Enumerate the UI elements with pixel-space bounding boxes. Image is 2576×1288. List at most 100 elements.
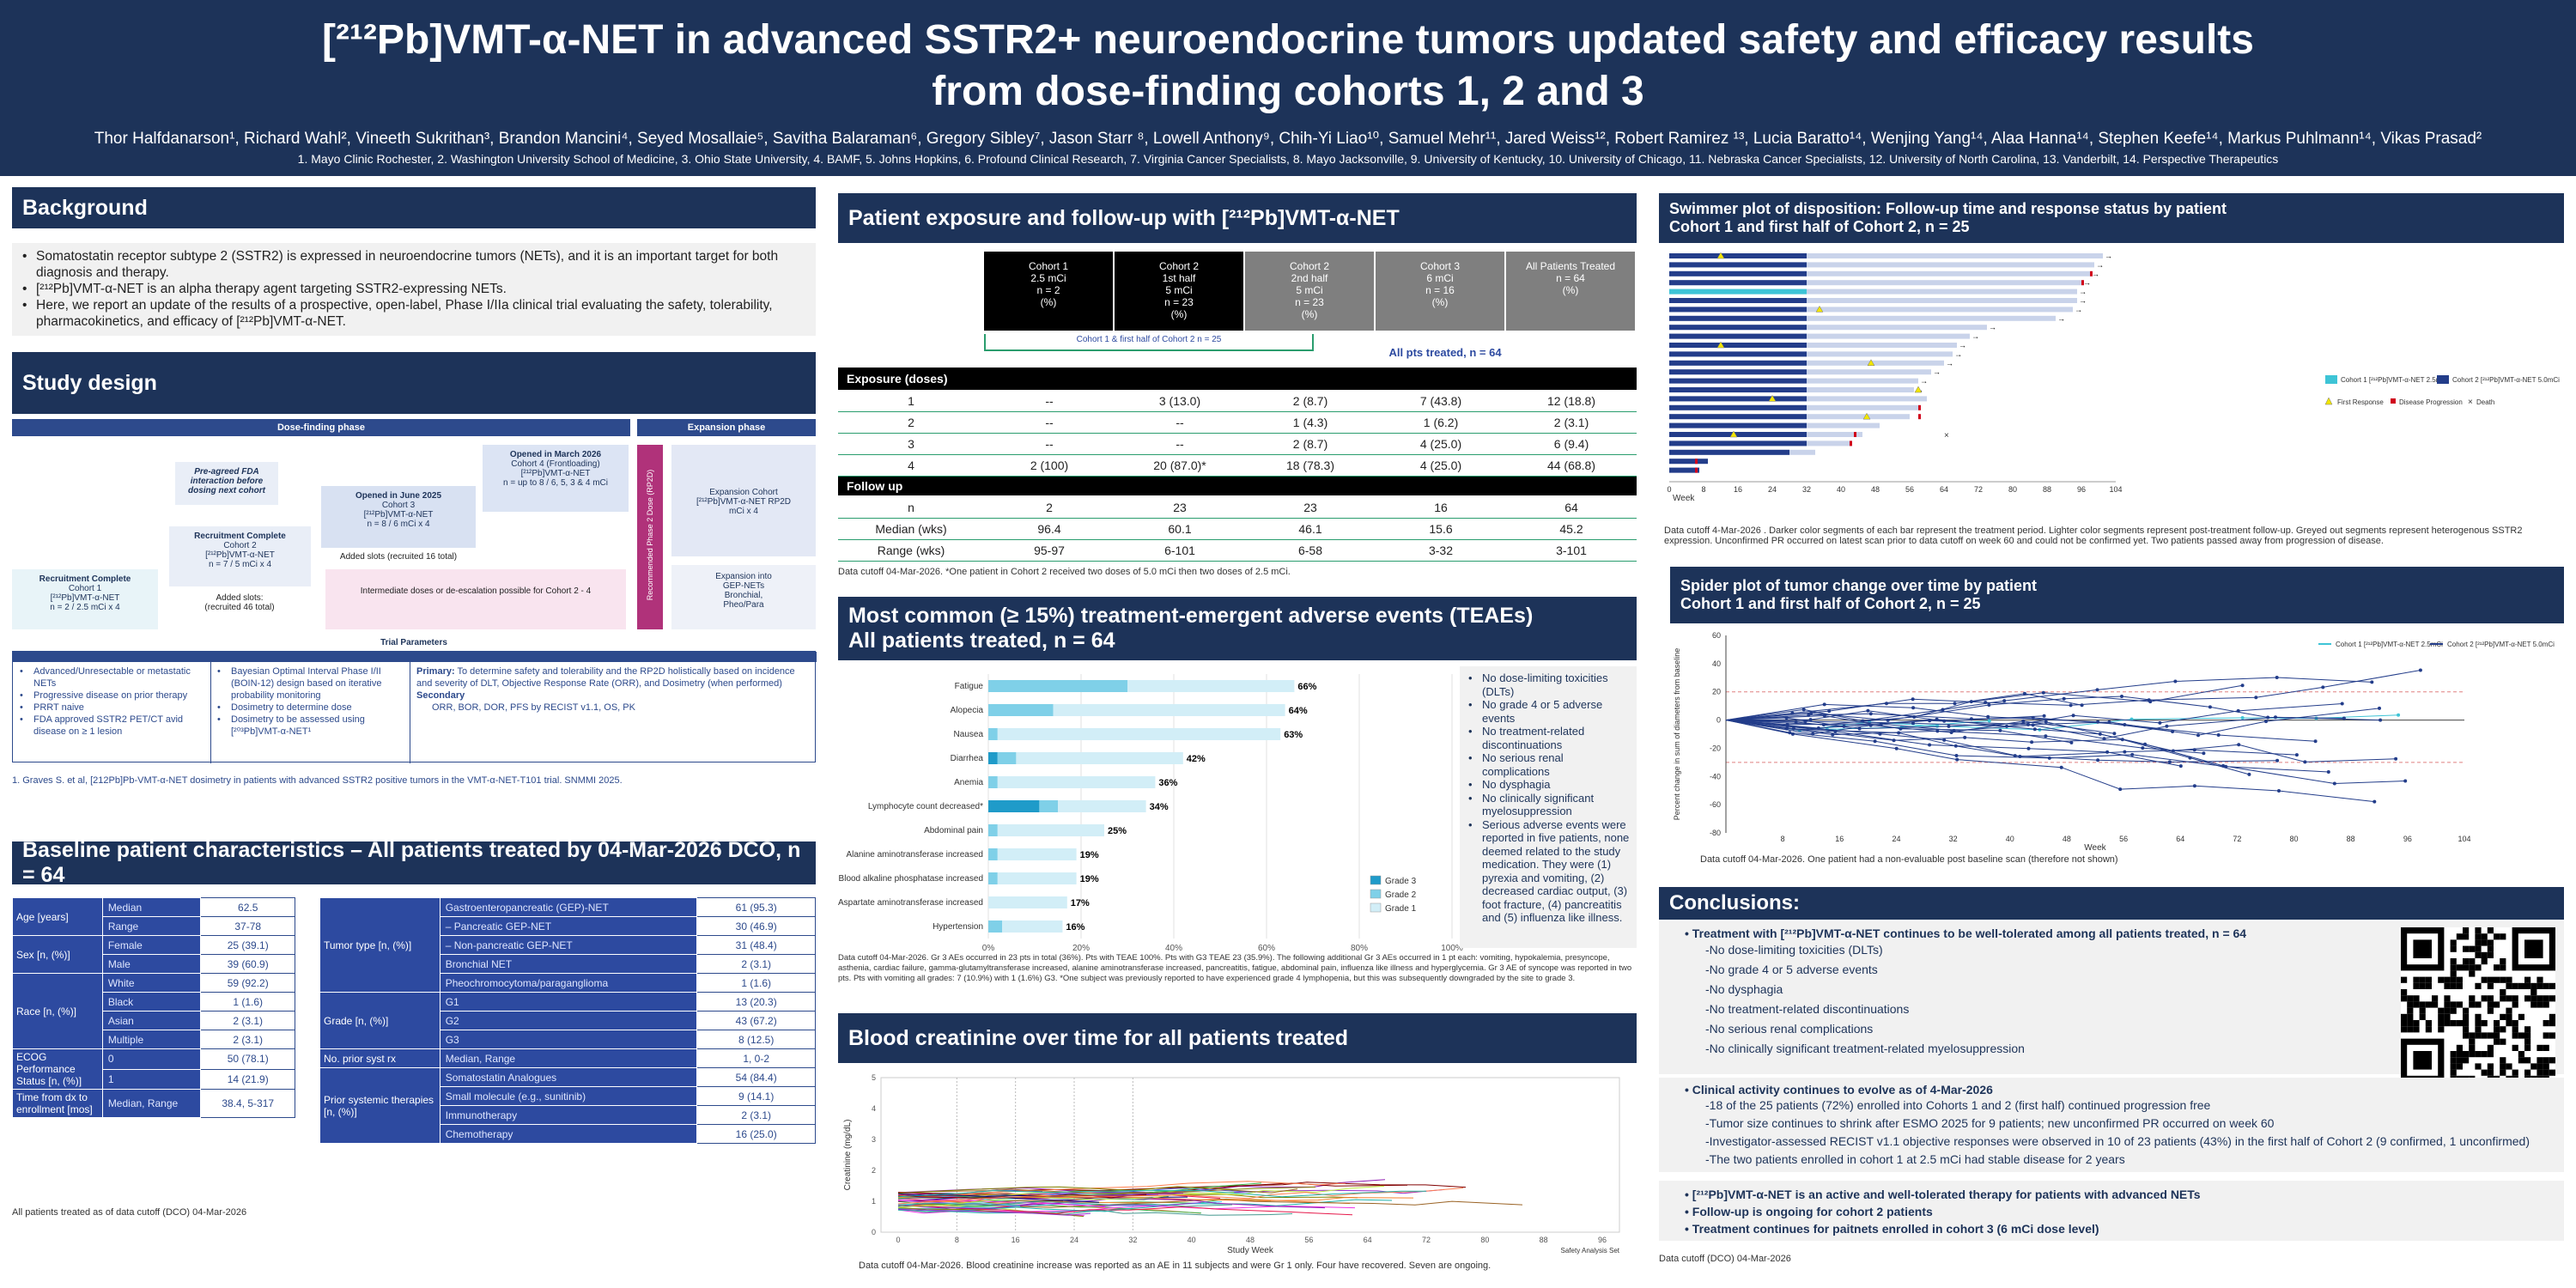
qr-module: [2469, 958, 2476, 965]
followup-cell: n: [838, 497, 984, 519]
background-box: Somatostatin receptor subtype 2 (SSTR2) …: [12, 243, 816, 336]
spider-point: [2394, 756, 2398, 761]
poster-title-line1: [²¹²Pb]VMT-α-NET in advanced SSTR2+ neur…: [322, 17, 2254, 63]
qr-module: [2506, 1007, 2512, 1014]
swimmer-treatment-bar: [1669, 414, 1807, 420]
teae-bar-segment: [988, 896, 1067, 908]
swimmer-x-tick: 64: [1940, 485, 1948, 494]
qr-code[interactable]: [2401, 927, 2555, 1082]
spider-patient-line: [1725, 720, 2181, 767]
qr-module: [2463, 927, 2470, 934]
qr-module: [2475, 927, 2482, 934]
baseline-row: Black 1 (1.6): [13, 992, 295, 1012]
qr-module: [2456, 976, 2463, 983]
teae-category-label: Diarrhea: [951, 754, 984, 763]
qr-module: [2537, 1044, 2543, 1051]
teae-legend-label: Grade 2: [1385, 890, 1417, 900]
spider-point: [1987, 719, 1991, 723]
creat-patient-line: [897, 1181, 1346, 1200]
swimmer-followup-bar: [1669, 325, 1987, 331]
swimmer-subtitle: Cohort 1 and first half of Cohort 2, n =…: [1669, 218, 1970, 235]
teae-legend-label: Grade 1: [1385, 904, 1417, 914]
baseline-row: Time from dx to enrollment [mos] Median, …: [12, 1089, 295, 1118]
qr-module: [2475, 1020, 2482, 1027]
primary-endpoint: To determine safety and tolerability and…: [416, 666, 795, 689]
swimmer-followup-bar: [1669, 307, 2073, 313]
qr-module: [2543, 1032, 2549, 1039]
spider-point: [2313, 739, 2318, 744]
cohort2-drug: [²¹²Pb]VMT-α-NET: [205, 550, 275, 560]
progression-marker: [1695, 467, 1698, 473]
qr-module: [2413, 1001, 2420, 1008]
creat-x-tick: 64: [1364, 1236, 1372, 1244]
qr-module: [2401, 995, 2408, 1002]
teae-category-label: Hypertension: [933, 922, 983, 932]
cohort2-added-count: (recruited 46 total): [204, 603, 275, 612]
spider-title: Spider plot of tumor change over time by…: [1680, 577, 2038, 594]
baseline-value: 31 (48.4): [696, 935, 816, 955]
swimmer-treatment-bar: [1669, 351, 1807, 357]
teae-total-label: 64%: [1289, 706, 1308, 716]
creat-patient-line: [897, 1203, 1202, 1214]
qr-module: [2500, 1013, 2506, 1020]
qr-module: [2506, 982, 2512, 989]
qr-module: [2537, 982, 2543, 989]
qr-code-image: [2401, 927, 2555, 1082]
cohort4-drug: [²¹²Pb]VMT-α-NET: [520, 469, 591, 478]
swimmer-chart: →→→→→→→→→→→→→→→→×08162432404856647280889…: [1667, 252, 2560, 503]
swimmer-ongoing-arrow: →: [2079, 288, 2087, 296]
qr-module: [2425, 976, 2432, 983]
swimmer-legend-label: Cohort 1 [²¹²Pb]VMT-α-NET 2.5mCi: [2341, 376, 2448, 384]
exposure-column-header-line: n = 64: [1556, 272, 1585, 284]
teae-total-label: 42%: [1187, 754, 1206, 764]
spider-y-tick: -40: [1710, 772, 1721, 781]
baseline-value: 9 (14.1): [696, 1086, 816, 1106]
qr-module: [2481, 1032, 2488, 1039]
study-design-heading: Study design: [12, 352, 816, 414]
spider-patient-line: [1725, 710, 2044, 722]
spider-x-tick: 64: [2176, 835, 2184, 843]
baseline-category: Sex [n, (%)]: [12, 935, 103, 974]
qr-module: [2481, 939, 2488, 946]
cohort2-added-label: Added slots:: [216, 593, 264, 603]
first-response-marker: [1914, 386, 1923, 393]
teae-bar-segment: [988, 704, 1054, 716]
spider-patient-line: [1725, 703, 2173, 732]
teae-category-label: Lymphocyte count decreased*: [868, 802, 983, 811]
cohort-bracket-right: All pts treated, n = 64: [1388, 346, 1502, 359]
first-response-marker: [1729, 430, 1738, 438]
qr-module: [2425, 1001, 2432, 1008]
qr-module: [2481, 933, 2488, 940]
conclusion-item: -No dose-limiting toxicities (DLTs): [1705, 943, 1883, 957]
trial-design-list: Bayesian Optimal Interval Phase I/II (BO…: [216, 665, 404, 738]
qr-module: [2518, 982, 2524, 989]
trial-parameters-box: Advanced/Unresectable or metastatic NETs…: [12, 651, 817, 763]
baseline-row: Range 37-78: [13, 916, 295, 936]
teae-summary-item: No dysphagia: [1467, 778, 1630, 792]
creat-x-tick: 88: [1540, 1236, 1548, 1244]
spider-point: [2397, 713, 2401, 717]
creat-patient-line: [897, 1198, 1351, 1205]
swimmer-treatment-bar: [1669, 459, 1708, 465]
qr-module: [2487, 1069, 2494, 1076]
exposure-cell: 7 (43.8): [1376, 391, 1506, 412]
spider-patient-line: [1725, 720, 2375, 803]
conclusion-item: -Tumor size continues to shrink after ES…: [1705, 1116, 2275, 1130]
qr-module: [2419, 982, 2426, 989]
spider-chart: 60 40 20 0 -20 -40 -60 -80 8 16 24 32 40 48 56 64 72 80 88…: [1673, 631, 2555, 853]
qr-module: [2506, 1063, 2512, 1070]
teae-bar-segment: [997, 752, 1017, 764]
cohort-bracket-left: Cohort 1 & first half of Cohort 2 n = 25: [984, 334, 1314, 351]
swimmer-legend-swatch: [2325, 375, 2337, 384]
qr-module: [2494, 1001, 2500, 1008]
qr-module: [2524, 995, 2531, 1002]
qr-module: [2407, 995, 2414, 1002]
swimmer-legend-progression: Disease Progression: [2399, 398, 2463, 406]
swimmer-followup-bar: [1669, 270, 2090, 276]
qr-module: [2518, 1057, 2524, 1064]
swimmer-followup-bar: [1669, 253, 2103, 258]
spider-x-tick: 80: [2290, 835, 2299, 843]
creatinine-heading: Blood creatinine over time for all patie…: [838, 1013, 1637, 1063]
swimmer-followup-bar: [1669, 315, 2056, 321]
qr-module: [2413, 976, 2420, 983]
